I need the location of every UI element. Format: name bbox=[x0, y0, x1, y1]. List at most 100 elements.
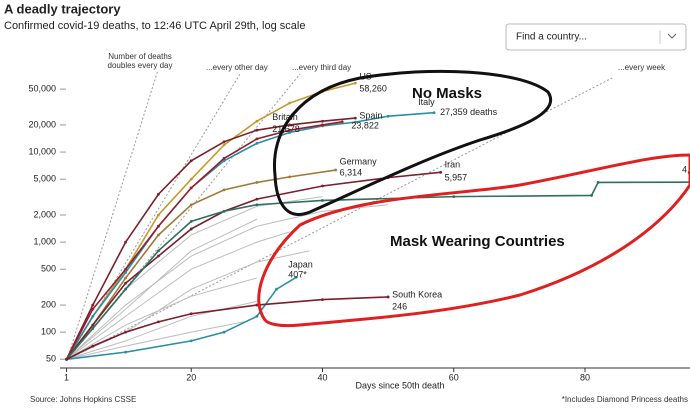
guide-label: ...every third day bbox=[292, 63, 351, 72]
series-label: Italy bbox=[418, 97, 435, 107]
point bbox=[189, 312, 193, 316]
point bbox=[255, 128, 259, 132]
point bbox=[222, 330, 226, 334]
y-tick-label: 10,000 bbox=[28, 146, 56, 156]
point bbox=[222, 140, 226, 144]
series-line bbox=[66, 277, 258, 360]
point bbox=[255, 137, 259, 141]
point bbox=[189, 186, 193, 190]
series-line bbox=[66, 296, 389, 360]
point bbox=[222, 209, 226, 213]
series-line bbox=[66, 231, 290, 360]
series-line bbox=[65, 121, 343, 360]
value-label: 23,822 bbox=[351, 120, 379, 130]
series-label: Germany bbox=[340, 156, 378, 166]
point bbox=[91, 314, 95, 318]
point bbox=[596, 181, 600, 184]
series-label: Spain bbox=[359, 110, 382, 120]
point bbox=[91, 323, 95, 327]
x-tick-label: 1 bbox=[64, 372, 69, 382]
search-box[interactable] bbox=[505, 23, 687, 51]
point bbox=[321, 123, 324, 127]
point bbox=[157, 213, 160, 217]
point bbox=[255, 314, 259, 318]
x-tick-label: 40 bbox=[317, 372, 327, 382]
point bbox=[91, 344, 95, 348]
point bbox=[124, 240, 128, 244]
value-label: 407* bbox=[288, 270, 307, 280]
point bbox=[255, 203, 259, 207]
point bbox=[255, 141, 259, 145]
point bbox=[157, 233, 160, 237]
series-label: South Korea bbox=[392, 289, 442, 299]
series-line bbox=[66, 250, 310, 360]
y-tick-label: 5,000 bbox=[33, 174, 56, 184]
y-tick-label: 100 bbox=[41, 327, 56, 337]
point bbox=[386, 295, 390, 299]
search-placeholder[interactable]: Find a country... bbox=[516, 32, 587, 43]
point bbox=[124, 276, 128, 280]
annotation: No Masks bbox=[412, 85, 482, 102]
series-line bbox=[66, 218, 258, 360]
point bbox=[189, 177, 193, 181]
point bbox=[288, 175, 292, 179]
point bbox=[321, 298, 324, 301]
point bbox=[353, 81, 357, 85]
point bbox=[222, 188, 226, 192]
x-tick-label: 80 bbox=[580, 372, 590, 382]
point bbox=[157, 254, 160, 258]
value-label: 27,359 deaths bbox=[440, 107, 498, 117]
point bbox=[288, 128, 292, 132]
annotation-loop bbox=[272, 69, 553, 216]
series-line bbox=[65, 181, 690, 360]
point bbox=[189, 339, 193, 343]
x-axis-label: Days since 50th death bbox=[355, 380, 444, 390]
point bbox=[321, 119, 324, 123]
point bbox=[189, 159, 193, 163]
point bbox=[124, 330, 128, 334]
point bbox=[91, 303, 95, 307]
series-line bbox=[66, 204, 389, 360]
point bbox=[91, 327, 95, 330]
point bbox=[124, 287, 128, 291]
point bbox=[353, 120, 357, 124]
point bbox=[124, 281, 128, 285]
point bbox=[288, 123, 292, 127]
y-tick-label: 2,000 bbox=[33, 209, 56, 219]
point bbox=[353, 116, 357, 120]
point bbox=[439, 170, 443, 174]
point bbox=[189, 203, 193, 207]
annotation: Mask Wearing Countries bbox=[390, 233, 565, 250]
point bbox=[255, 181, 259, 184]
value-label: 21,678 bbox=[272, 124, 300, 134]
series-label: Iran bbox=[445, 160, 461, 170]
series-line bbox=[65, 111, 435, 360]
x-tick-label: 60 bbox=[449, 372, 459, 382]
guide-label: ...every week bbox=[618, 63, 666, 72]
y-tick-label: 200 bbox=[41, 299, 56, 309]
value-label: 58,260 bbox=[359, 84, 387, 94]
series-line bbox=[66, 321, 244, 360]
guide-label: ...every other day bbox=[206, 63, 268, 72]
chart-title: A deadly trajectory bbox=[4, 1, 121, 16]
chart-subtitle: Confirmed covid-19 deaths, to 12:46 UTC … bbox=[4, 20, 305, 32]
point bbox=[91, 307, 95, 311]
point bbox=[275, 287, 278, 291]
source: Source: Johns Hopkins CSSE bbox=[30, 395, 136, 404]
point bbox=[340, 120, 344, 124]
point bbox=[432, 111, 436, 115]
point bbox=[124, 271, 128, 274]
value-label: 246 bbox=[392, 301, 407, 311]
point bbox=[157, 320, 160, 324]
point bbox=[189, 227, 193, 231]
point bbox=[65, 357, 68, 361]
point bbox=[288, 131, 292, 134]
value-label: 5,957 bbox=[445, 173, 468, 183]
series-label: Britain bbox=[272, 112, 298, 122]
footnote: *Includes Diamond Princess deaths bbox=[562, 395, 688, 404]
guide-line bbox=[66, 69, 159, 361]
dropdown-chevron[interactable] bbox=[667, 33, 677, 39]
y-tick-label: 50 bbox=[46, 354, 56, 364]
point bbox=[590, 194, 593, 197]
